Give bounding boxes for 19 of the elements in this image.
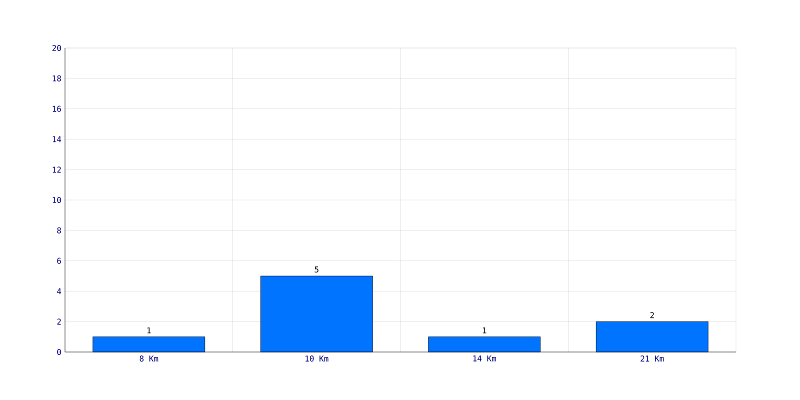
x-tick-label: 8 Km <box>140 356 158 362</box>
y-tick-label: 4 <box>57 288 62 294</box>
y-tick-label: 20 <box>52 44 61 52</box>
y-tick-label: 6 <box>57 258 61 264</box>
y-tick-label: 14 <box>52 136 62 142</box>
data-label: 2 <box>650 312 654 318</box>
y-tick-label: 2 <box>57 318 61 325</box>
data-label: 5 <box>314 266 318 272</box>
y-tick-label: 10 <box>52 196 61 204</box>
y-tick-label: 18 <box>52 75 61 82</box>
x-tick-label: 10 Km <box>306 356 328 362</box>
y-tick-label: 0 <box>57 348 61 356</box>
data-label: 1 <box>482 327 486 334</box>
x-tick-label: 14 Km <box>473 356 496 362</box>
y-tick-label: 8 <box>57 227 61 234</box>
x-tick-label: 21 Km <box>640 356 664 362</box>
y-tick-label: 12 <box>52 166 61 173</box>
y-tick-label: 16 <box>52 106 61 112</box>
data-label: 1 <box>147 327 151 334</box>
